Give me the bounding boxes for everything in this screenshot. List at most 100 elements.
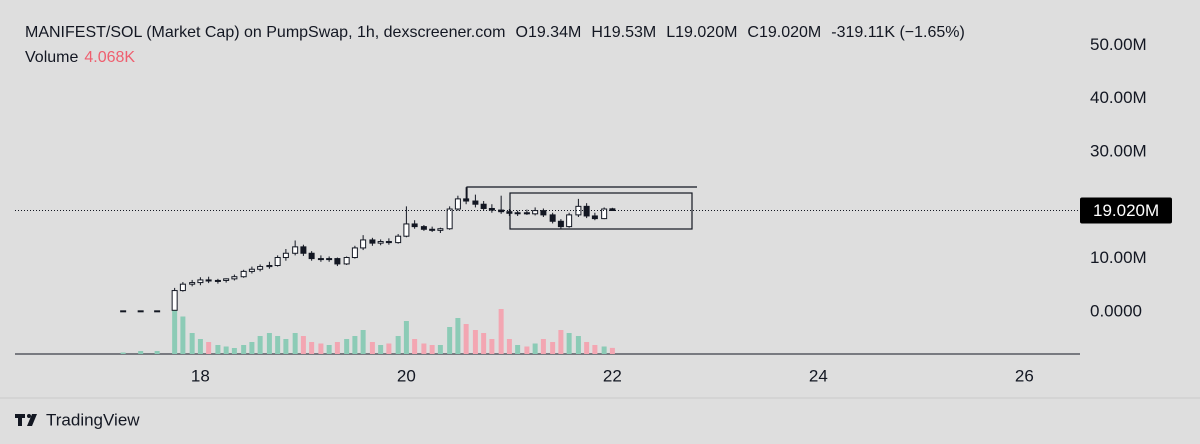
ohlc-value: 19.020M	[675, 24, 738, 41]
volume-bar	[241, 345, 247, 354]
candle-body	[308, 252, 315, 260]
candle-body	[514, 212, 521, 215]
candle-body	[411, 223, 418, 228]
volume-bar	[360, 330, 366, 354]
volume-bar	[421, 343, 427, 354]
volume-bar	[472, 330, 478, 354]
volume-bar	[275, 336, 281, 354]
volume-bar	[266, 333, 272, 354]
candle-body	[240, 270, 247, 278]
ohlc-item: C19.020M	[747, 24, 821, 41]
candle-body	[540, 210, 547, 216]
candle-body	[343, 257, 350, 265]
volume-bar	[515, 345, 521, 354]
ohlc-key: C	[747, 24, 759, 41]
volume-bar	[309, 342, 315, 354]
volume-bar	[550, 342, 556, 354]
volume-bar	[447, 327, 453, 354]
volume-bar	[334, 342, 340, 354]
candle-body	[472, 200, 479, 205]
volume-bar	[172, 309, 178, 354]
drawing-rectangle	[466, 186, 697, 200]
volume-bar	[429, 345, 435, 354]
volume-bar	[584, 342, 590, 354]
x-tick-label: 26	[1015, 366, 1034, 385]
candle-body	[575, 205, 582, 216]
volume-bar	[283, 339, 289, 354]
y-tick-label: 50.00M	[1090, 35, 1147, 54]
volume-bar	[481, 333, 487, 354]
candle-body	[266, 265, 273, 268]
candle-body	[231, 276, 238, 280]
volume-bar	[344, 339, 350, 354]
volume-legend: Volume 4.068K	[25, 49, 135, 67]
volume-bar	[601, 346, 607, 354]
candle-body	[137, 310, 144, 313]
volume-bar	[437, 345, 443, 354]
candle-body	[300, 246, 307, 254]
candle-body	[523, 212, 530, 215]
volume-bar	[189, 333, 195, 354]
candle-body	[377, 241, 384, 244]
candle-body	[488, 207, 495, 211]
candle-body	[292, 246, 299, 254]
candle-body	[429, 228, 436, 231]
volume-bar	[120, 352, 126, 354]
volume-bar	[403, 321, 409, 354]
ohlc-item: L19.020M	[666, 24, 737, 41]
candle-body	[248, 268, 255, 272]
y-tick-label: 40.00M	[1090, 88, 1147, 107]
candle-body	[205, 279, 212, 282]
volume-bar	[292, 333, 298, 354]
volume-bar	[180, 316, 186, 354]
volume-bar	[498, 309, 504, 354]
change: -319.11K (−1.65%)	[831, 24, 965, 41]
volume-bar	[455, 318, 461, 354]
x-tick-label: 20	[397, 366, 416, 385]
candle-body	[463, 198, 470, 202]
candle-body	[154, 310, 161, 313]
volume-bar	[395, 336, 401, 354]
candle-body	[583, 205, 590, 217]
candle-body	[351, 247, 358, 259]
ohlc-item: O19.34M	[515, 24, 581, 41]
candle-body	[120, 310, 127, 313]
candle-body	[274, 257, 281, 267]
volume-bar	[257, 336, 263, 354]
x-tick-label: 18	[191, 366, 210, 385]
volume-bar	[138, 351, 144, 354]
volume-bar	[463, 324, 469, 354]
volume-bar	[197, 339, 203, 354]
volume-bar	[378, 345, 384, 354]
candle-body	[395, 235, 402, 244]
x-tick-label: 22	[603, 366, 622, 385]
candle-body	[532, 210, 539, 215]
y-tick-label: 10.00M	[1090, 248, 1147, 267]
candle-body	[326, 258, 333, 261]
candle-body	[223, 278, 230, 281]
volume-bar	[206, 342, 212, 354]
volume-bar	[566, 333, 572, 354]
volume-bar	[231, 348, 237, 354]
volume-bar	[575, 336, 581, 354]
volume-bar	[532, 343, 538, 354]
x-tick-label: 24	[809, 366, 828, 385]
volume-bar	[223, 346, 229, 354]
volume-bar	[558, 330, 564, 354]
volume-bar	[154, 351, 160, 354]
y-tick-label: 30.00M	[1090, 141, 1147, 160]
candle-body	[179, 283, 186, 292]
volume-bar	[609, 347, 615, 354]
volume-bar	[489, 339, 495, 354]
ohlc-key: O	[515, 24, 528, 41]
volume-label: Volume	[25, 49, 79, 66]
volume-bar	[369, 342, 375, 354]
candle-body	[557, 220, 564, 228]
candle-body	[282, 252, 289, 259]
candle-body	[334, 258, 341, 265]
volume-bar	[215, 345, 221, 354]
candle-body	[385, 241, 392, 244]
volume-bar	[386, 343, 392, 354]
ohlc-value: 19.34M	[527, 24, 582, 41]
